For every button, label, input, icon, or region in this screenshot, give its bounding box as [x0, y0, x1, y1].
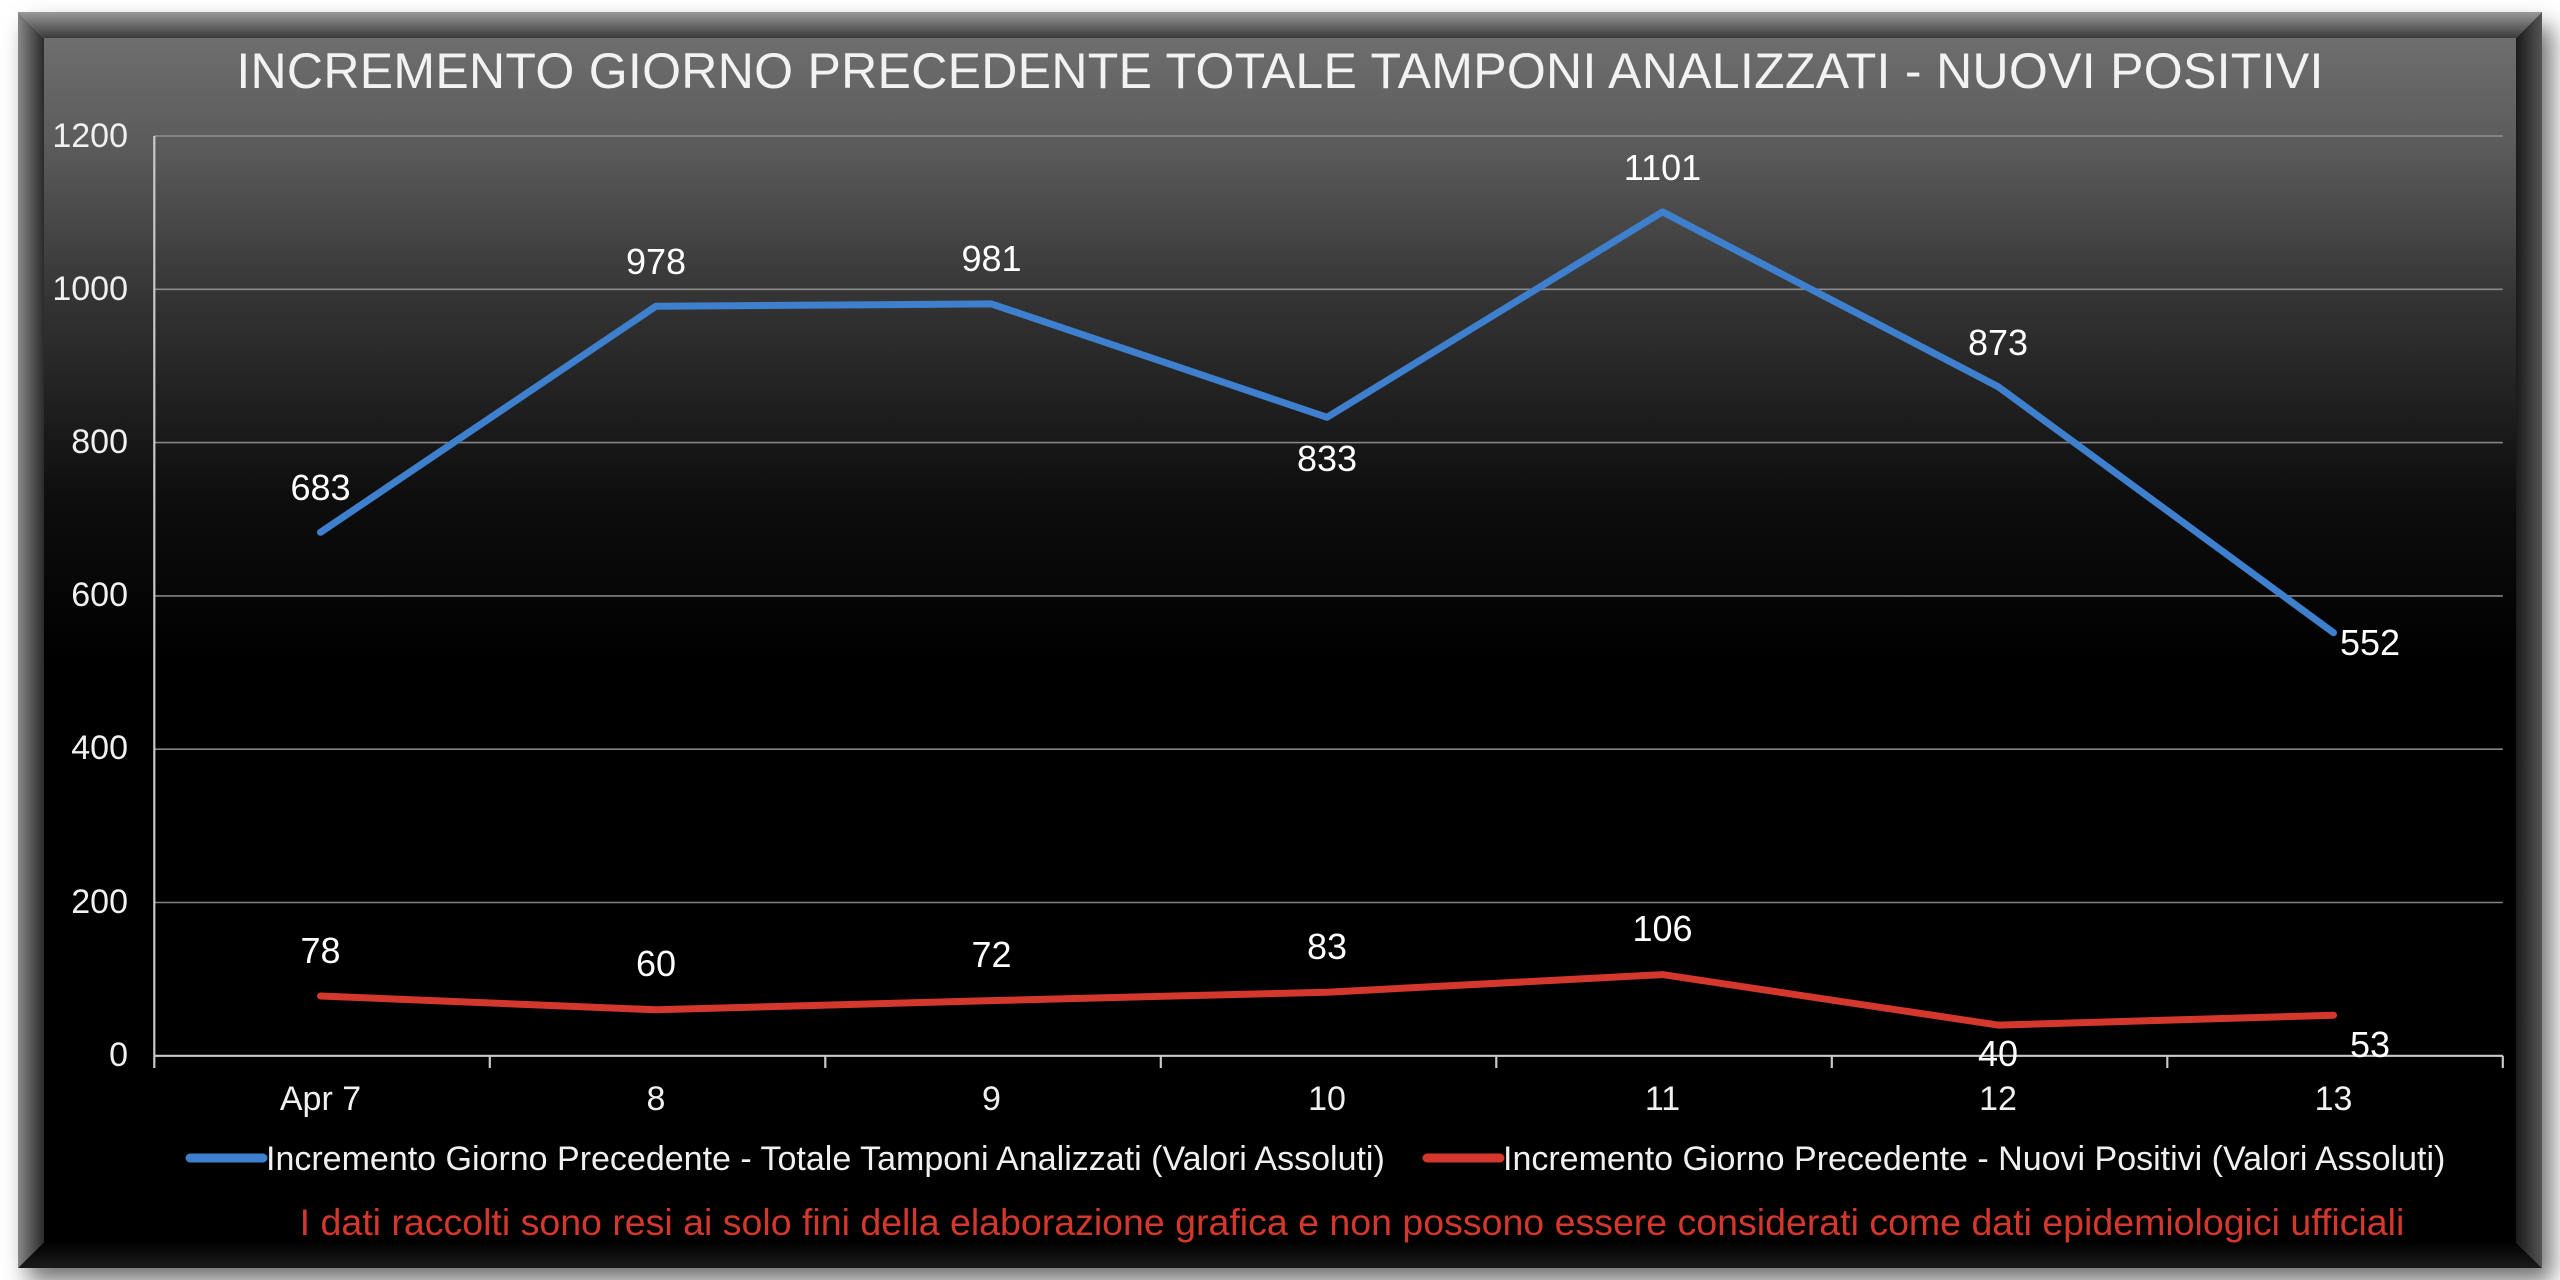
svg-text:106: 106 — [1632, 908, 1692, 949]
svg-text:600: 600 — [71, 576, 128, 614]
svg-text:60: 60 — [636, 943, 676, 984]
svg-text:72: 72 — [971, 934, 1011, 975]
svg-text:1101: 1101 — [1624, 147, 1701, 188]
svg-text:11: 11 — [1645, 1080, 1680, 1118]
svg-text:53: 53 — [2350, 1024, 2390, 1065]
svg-text:Apr 7: Apr 7 — [280, 1080, 361, 1118]
svg-text:683: 683 — [290, 467, 350, 508]
svg-text:800: 800 — [71, 423, 128, 461]
svg-text:I dati raccolti sono resi ai: I dati raccolti sono resi ai solo fini d… — [300, 1201, 2405, 1243]
svg-text:873: 873 — [1968, 322, 2028, 363]
svg-text:981: 981 — [961, 238, 1021, 279]
svg-text:978: 978 — [626, 241, 686, 282]
svg-text:12: 12 — [1979, 1080, 2017, 1118]
svg-text:78: 78 — [300, 930, 340, 971]
svg-text:8: 8 — [647, 1080, 666, 1118]
svg-text:Incremento Giorno Precedente -: Incremento Giorno Precedente - Totale Ta… — [266, 1140, 1385, 1178]
svg-text:83: 83 — [1307, 926, 1347, 967]
svg-text:9: 9 — [982, 1080, 1001, 1118]
svg-text:552: 552 — [2340, 622, 2400, 663]
svg-text:10: 10 — [1308, 1080, 1346, 1118]
svg-text:Incremento Giorno Precedente -: Incremento Giorno Precedente - Nuovi Pos… — [1503, 1140, 2445, 1178]
svg-text:833: 833 — [1297, 438, 1357, 479]
svg-text:13: 13 — [2315, 1080, 2353, 1118]
svg-text:0: 0 — [109, 1036, 128, 1074]
svg-text:1000: 1000 — [52, 270, 128, 308]
svg-text:1200: 1200 — [52, 117, 128, 155]
svg-text:40: 40 — [1978, 1033, 2018, 1074]
svg-text:200: 200 — [71, 883, 128, 921]
svg-text:400: 400 — [71, 729, 128, 767]
